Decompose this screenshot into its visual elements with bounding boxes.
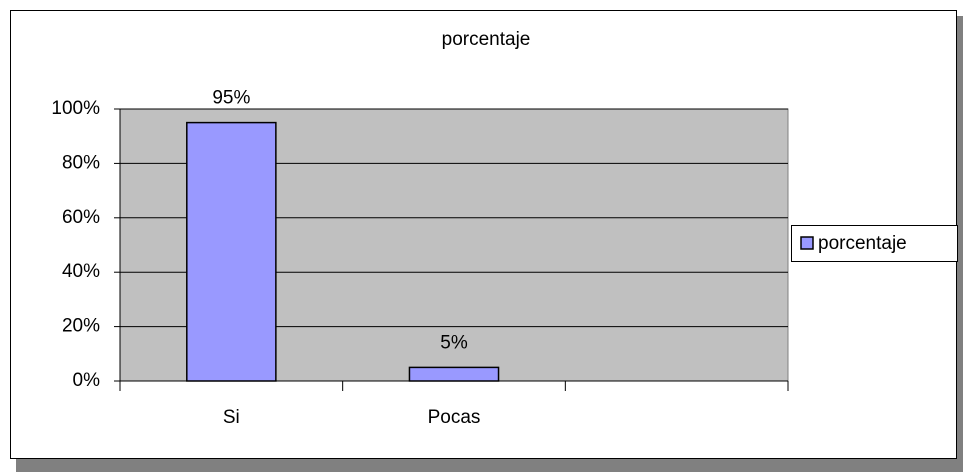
y-tick-label: 60% bbox=[62, 207, 100, 228]
legend bbox=[791, 225, 958, 262]
legend-label: porcentaje bbox=[818, 233, 907, 254]
bar bbox=[408, 366, 500, 382]
y-tick-label: 80% bbox=[62, 152, 100, 173]
x-tick-label: Pocas bbox=[428, 407, 481, 428]
y-tick-label: 40% bbox=[62, 261, 100, 282]
bar bbox=[186, 121, 277, 382]
data-label: 5% bbox=[440, 332, 468, 353]
chart-title: porcentaje bbox=[442, 29, 531, 50]
x-tick-label: Si bbox=[223, 407, 240, 428]
data-label: 95% bbox=[212, 88, 250, 109]
y-tick-label: 0% bbox=[73, 370, 101, 391]
legend-swatch bbox=[800, 236, 814, 250]
y-tick-label: 20% bbox=[62, 316, 100, 337]
y-tick-label: 100% bbox=[51, 98, 100, 119]
